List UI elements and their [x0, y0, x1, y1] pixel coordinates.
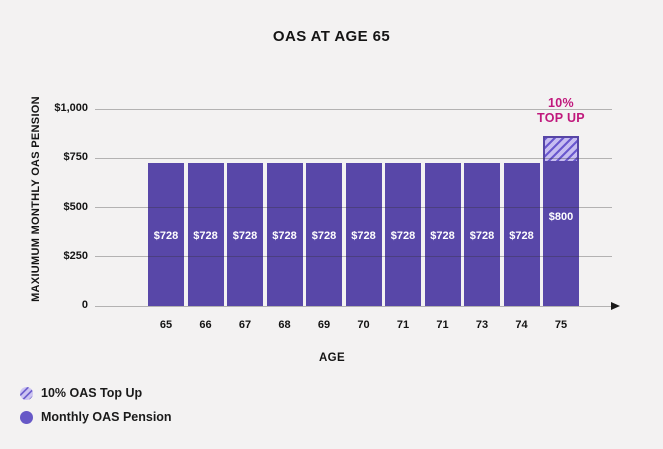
y-tick-label: $500	[63, 200, 88, 213]
gridline	[95, 108, 612, 110]
x-tick-label: 69	[317, 319, 331, 331]
bar-value-label: $728	[232, 230, 258, 242]
bar-age-71	[385, 162, 421, 306]
bar-value-label: $728	[272, 230, 297, 242]
bar-value-label: $728	[153, 230, 179, 242]
bar-value-label: $728	[390, 230, 416, 242]
x-tick-label: 66	[199, 319, 212, 331]
x-tick-label: 70	[357, 319, 370, 331]
gridline	[95, 256, 612, 258]
legend: 10% OAS Top Up Monthly OAS Pension	[20, 381, 172, 429]
topup-annotation-line1: 10%	[548, 96, 574, 110]
bar-age-73	[464, 162, 500, 306]
legend-item-topup: 10% OAS Top Up	[20, 381, 172, 405]
x-tick-label: 65	[159, 319, 173, 331]
x-axis-title: AGE	[318, 352, 346, 364]
bar-age-66	[187, 162, 224, 306]
x-tick-label: 73	[475, 319, 489, 331]
hatched-swatch-icon	[20, 386, 33, 400]
x-tick-label: 74	[515, 319, 528, 331]
bar-age-70	[345, 162, 382, 306]
legend-item-pension: Monthly OAS Pension	[20, 405, 172, 429]
bar-value-label: $728	[469, 230, 495, 242]
bar-age-74	[503, 162, 540, 306]
y-tick-label: 0	[81, 299, 88, 311]
legend-item-topup-label: 10% OAS Top Up	[41, 386, 143, 400]
bar-value-label: $728	[430, 230, 455, 242]
x-tick-label: 71	[436, 319, 449, 331]
topup-hatch-block	[543, 135, 579, 163]
bar-value-label: $728	[509, 230, 534, 242]
x-axis-line	[95, 305, 612, 307]
x-tick-label: 67	[238, 319, 252, 331]
bar-age-75	[543, 162, 579, 306]
solid-swatch-icon	[20, 410, 33, 424]
topup-annotation-line2: TOP UP	[537, 111, 585, 125]
bar-age-67	[227, 162, 263, 306]
bar-age-69	[306, 162, 342, 306]
x-tick-label: 75	[554, 319, 568, 331]
chart-title: OAS AT AGE 65	[272, 28, 391, 45]
bar-value-label: $728	[351, 230, 376, 242]
gridline	[95, 157, 612, 159]
topup-annotation: 10% TOP UP	[511, 96, 611, 126]
bar-value-label: $800	[548, 211, 574, 223]
x-tick-label: 71	[396, 319, 410, 331]
y-tick-label: $750	[63, 151, 88, 164]
x-axis-arrow-icon	[611, 302, 620, 310]
y-tick-label: $1,000	[54, 102, 88, 114]
y-axis-title: MAXIUMUM MONTHLY OAS PENSION	[30, 96, 42, 302]
bar-value-label: $728	[193, 230, 218, 242]
bar-value-label: $728	[311, 230, 337, 242]
gridline	[95, 207, 612, 208]
bar-age-71	[424, 162, 461, 306]
y-tick-label: $250	[63, 249, 88, 262]
bar-age-65	[148, 162, 184, 306]
x-tick-label: 68	[278, 319, 291, 331]
legend-item-pension-label: Monthly OAS Pension	[41, 410, 172, 424]
bar-age-68	[266, 162, 303, 306]
